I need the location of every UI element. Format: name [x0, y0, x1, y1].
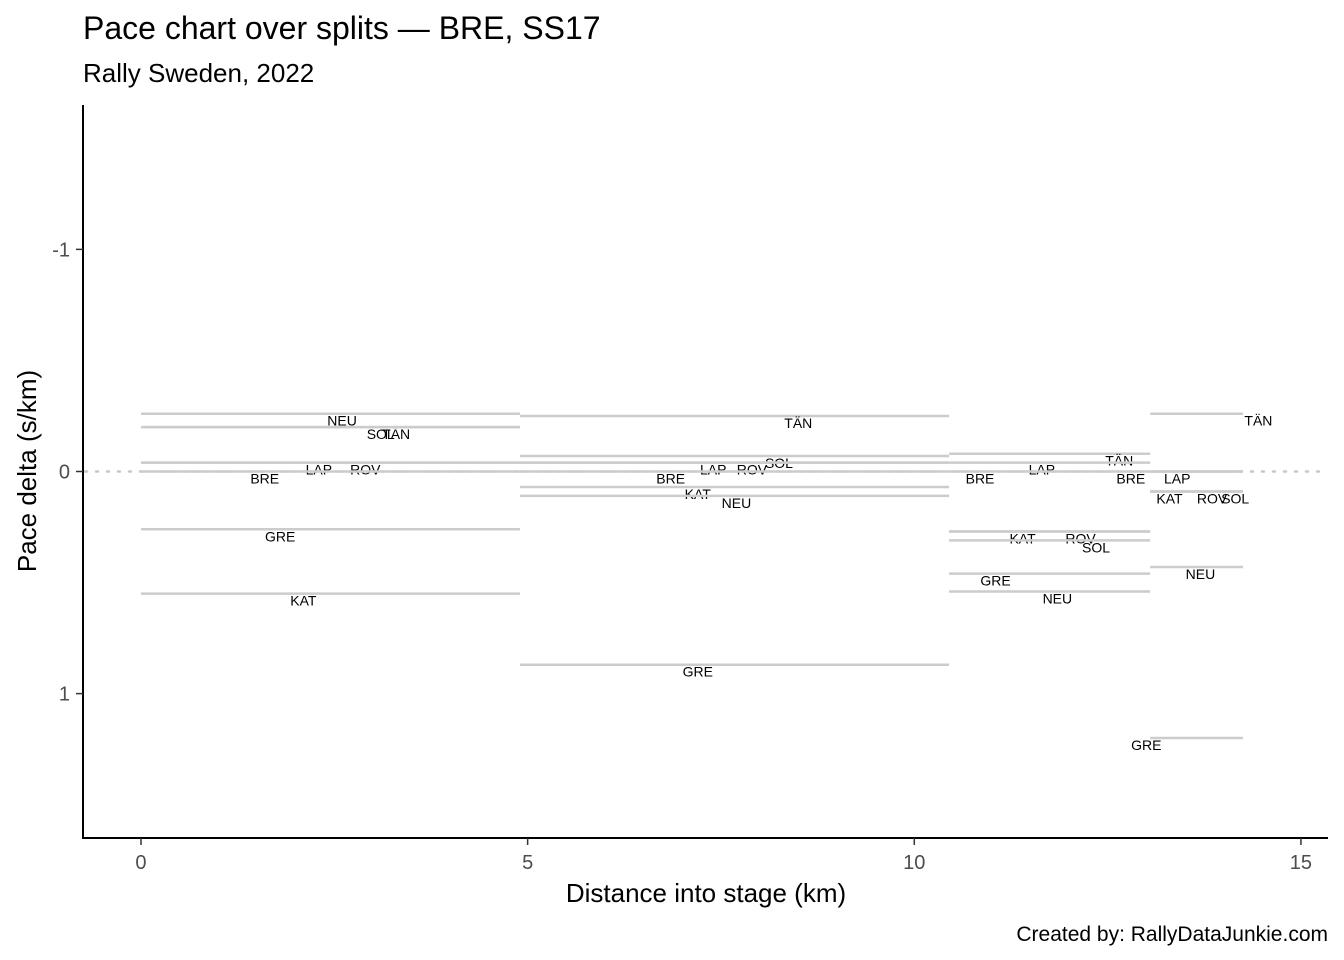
- driver-label: BRE: [656, 471, 685, 487]
- driver-label: GRE: [980, 573, 1010, 589]
- chart-caption: Created by: RallyDataJunkie.com: [1016, 923, 1328, 946]
- driver-label: NEU: [722, 495, 752, 511]
- y-axis: -1 0 1: [52, 239, 83, 706]
- driver-label: BRE: [250, 471, 279, 487]
- driver-label: KAT: [1009, 530, 1036, 546]
- x-axis: 0 5 10 15: [135, 838, 1312, 874]
- x-tick-label: 0: [135, 852, 146, 874]
- y-tick-label: 1: [59, 684, 70, 706]
- driver-label: BRE: [966, 471, 995, 487]
- driver-label: GRE: [1131, 737, 1161, 753]
- split-group: TÄN LAP BRE ROV KAT SOL GRE NEU: [949, 452, 1151, 606]
- chart-title: Pace chart over splits — BRE, SS17: [83, 10, 601, 46]
- driver-label: NEU: [1043, 590, 1073, 606]
- x-tick-label: 5: [522, 852, 533, 874]
- driver-label: KAT: [1156, 490, 1183, 506]
- y-tick-label: -1: [52, 239, 70, 261]
- driver-label: ROV: [1065, 530, 1096, 546]
- y-tick-label: 0: [59, 462, 70, 484]
- driver-label: LAP: [1164, 471, 1190, 487]
- driver-label: BRE: [1116, 471, 1145, 487]
- driver-label: ROV: [350, 462, 381, 478]
- driver-label: LAP: [306, 462, 332, 478]
- x-tick-label: 10: [903, 852, 925, 874]
- driver-label: TÄN: [382, 426, 410, 442]
- driver-label: KAT: [685, 486, 712, 502]
- driver-label: TÄN: [1244, 413, 1272, 429]
- driver-label: ROV: [1197, 490, 1228, 506]
- driver-label: NEU: [1186, 566, 1216, 582]
- driver-label: GRE: [683, 664, 713, 680]
- driver-label: LAP: [1029, 462, 1055, 478]
- driver-label: NEU: [327, 413, 357, 429]
- driver-label: ROV: [737, 462, 768, 478]
- driver-label: SOL: [1221, 490, 1249, 506]
- driver-label: TÄN: [1105, 453, 1133, 469]
- chart-subtitle: Rally Sweden, 2022: [83, 58, 314, 88]
- x-axis-title: Distance into stage (km): [566, 878, 846, 908]
- driver-label: GRE: [265, 528, 295, 544]
- driver-label: TÄN: [784, 415, 812, 431]
- driver-label: SOL: [367, 426, 395, 442]
- split-group: TÄN BRE LAP ROV KAT SOL NEU GRE: [1116, 412, 1272, 753]
- driver-label: SOL: [1082, 539, 1110, 555]
- driver-label: LAP: [700, 462, 726, 478]
- y-axis-title: Pace delta (s/km): [12, 370, 42, 572]
- driver-label: KAT: [290, 593, 317, 609]
- plot-area: NEUTÄNSOLROVLAPBREGREKATTÄNSOLROVLAPBREK…: [83, 412, 1330, 753]
- x-tick-label: 15: [1290, 852, 1312, 874]
